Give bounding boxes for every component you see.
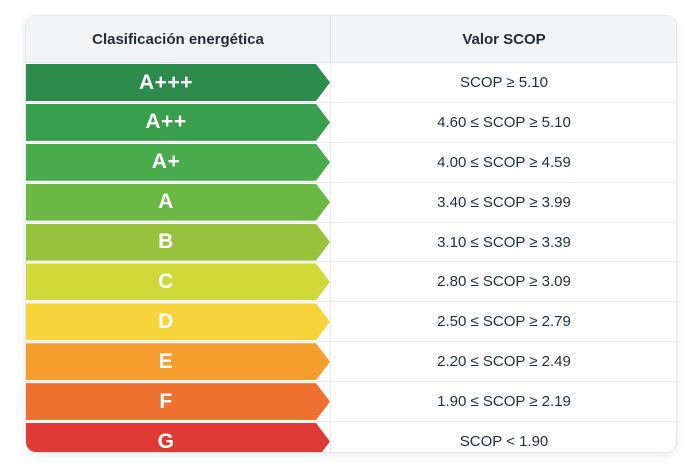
scop-value-cell: 2.50 ≤ SCOP ≥ 2.79	[330, 302, 676, 342]
table-row: E 2.20 ≤ SCOP ≥ 2.49	[26, 342, 676, 383]
energy-class-label: F	[159, 389, 173, 413]
energy-class-label: E	[158, 349, 174, 373]
header-scop-value: Valor SCOP	[330, 16, 676, 62]
energy-classification-table: Clasificación energética Valor SCOP A+++…	[26, 16, 676, 452]
energy-class-arrow: C	[26, 263, 330, 301]
energy-class-label: B	[158, 230, 174, 254]
energy-class-label: D	[158, 309, 174, 333]
energy-class-arrow: B	[26, 223, 330, 261]
header-classification: Clasificación energética	[92, 30, 264, 48]
energy-class-arrow: A++	[26, 103, 330, 141]
energy-class-label: A++	[145, 110, 187, 134]
table-row: F 1.90 ≤ SCOP ≥ 2.19	[26, 382, 676, 423]
energy-class-label: A+++	[139, 70, 193, 94]
scop-value-cell: SCOP < 1.90	[330, 422, 676, 452]
table-row: A++ 4.60 ≤ SCOP ≥ 5.10	[26, 102, 676, 143]
table-row: G SCOP < 1.90	[26, 422, 676, 452]
scop-value-cell: 3.10 ≤ SCOP ≥ 3.39	[330, 222, 676, 262]
scop-value-cell: 4.60 ≤ SCOP ≥ 5.10	[330, 102, 676, 142]
scop-value-cell: SCOP ≥ 5.10	[330, 63, 676, 102]
energy-class-label: G	[157, 429, 175, 452]
energy-class-label: C	[158, 269, 174, 293]
energy-class-arrow: D	[26, 303, 330, 341]
table-row: D 2.50 ≤ SCOP ≥ 2.79	[26, 302, 676, 343]
table-row: C 2.80 ≤ SCOP ≥ 3.09	[26, 262, 676, 303]
table-body: A+++ SCOP ≥ 5.10 A++ 4.60 ≤ SCOP ≥ 5.10 A+ 4.…	[26, 63, 676, 452]
energy-class-arrow: E	[26, 343, 330, 381]
table-row: B 3.10 ≤ SCOP ≥ 3.39	[26, 222, 676, 263]
scop-value-cell: 2.20 ≤ SCOP ≥ 2.49	[330, 342, 676, 382]
table-row: A+++ SCOP ≥ 5.10	[26, 63, 676, 103]
scop-value-cell: 1.90 ≤ SCOP ≥ 2.19	[330, 382, 676, 422]
table-row: A 3.40 ≤ SCOP ≥ 3.99	[26, 182, 676, 223]
energy-class-arrow: F	[26, 383, 330, 421]
scop-value-cell: 2.80 ≤ SCOP ≥ 3.09	[330, 262, 676, 302]
scop-value-cell: 4.00 ≤ SCOP ≥ 4.59	[330, 142, 676, 182]
table-row: A+ 4.00 ≤ SCOP ≥ 4.59	[26, 142, 676, 183]
table-header: Clasificación energética Valor SCOP	[26, 16, 676, 63]
energy-class-label: A	[158, 190, 174, 214]
energy-class-arrow: G	[26, 423, 330, 452]
energy-class-label: A+	[151, 150, 181, 174]
energy-class-arrow: A	[26, 183, 330, 221]
energy-class-arrow: A+	[26, 143, 330, 181]
scop-value-cell: 3.40 ≤ SCOP ≥ 3.99	[330, 182, 676, 222]
energy-class-arrow: A+++	[26, 64, 330, 101]
